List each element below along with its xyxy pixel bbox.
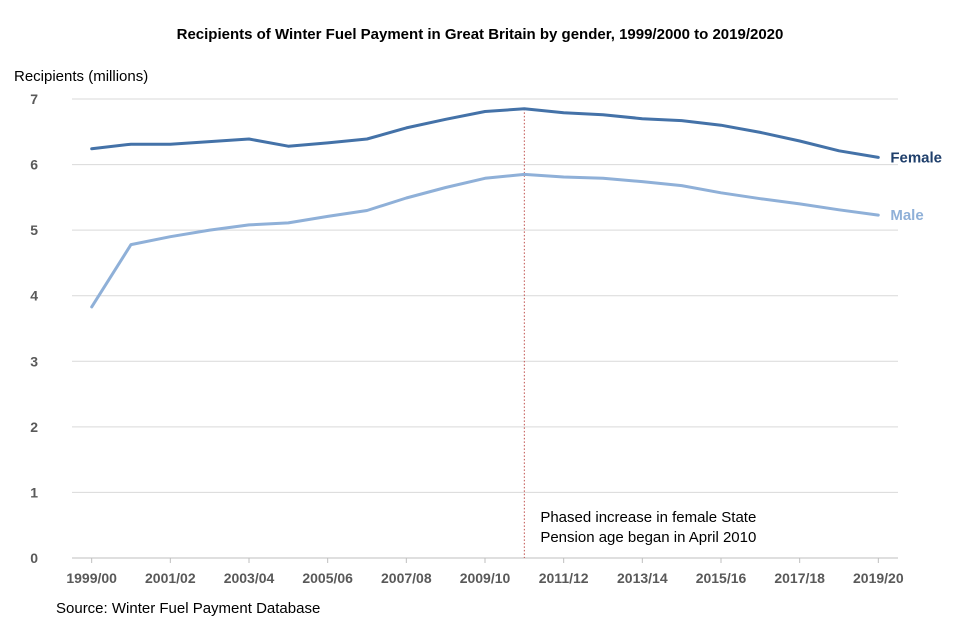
x-tick-label: 2019/20 — [853, 570, 904, 586]
series-label-male: Male — [890, 207, 923, 224]
x-tick-label: 2009/10 — [460, 570, 511, 586]
x-tick-label: 2001/02 — [145, 570, 196, 586]
pension-age-annotation: Phased increase in female State Pension a… — [523, 108, 756, 558]
x-axis-ticks: 1999/00 2001/02 2003/04 2005/06 2007/08 2009/… — [66, 558, 904, 586]
series-line-male — [90, 172, 880, 309]
chart-title: Recipients of Winter Fuel Payment in Gre… — [176, 26, 784, 43]
x-tick-label: 2015/16 — [696, 570, 747, 586]
data-series — [90, 107, 880, 309]
series-labels: Female Male — [890, 149, 942, 224]
source-note: Source: Winter Fuel Payment Database — [56, 600, 321, 617]
annotation-text: Pension age began in April 2010 — [540, 529, 756, 546]
y-tick-label: 4 — [30, 288, 38, 304]
y-tick-label: 3 — [30, 353, 38, 369]
y-axis-label: Recipients (millions) — [14, 68, 149, 85]
x-tick-label: 2007/08 — [381, 570, 432, 586]
x-tick-label: 2017/18 — [774, 570, 825, 586]
x-tick-label: 2013/14 — [617, 570, 668, 586]
x-tick-label: 2011/12 — [539, 570, 589, 586]
gridlines — [72, 98, 898, 559]
y-tick-label: 0 — [30, 550, 38, 566]
y-tick-label: 5 — [30, 222, 38, 238]
y-tick-label: 7 — [30, 91, 38, 107]
series-line-female — [90, 107, 880, 159]
y-tick-label: 6 — [30, 157, 38, 173]
y-tick-label: 1 — [30, 484, 38, 500]
y-axis-ticks: 0 1 2 3 4 5 6 7 — [30, 91, 38, 566]
annotation-text: Phased increase in female State — [540, 509, 756, 526]
series-label-female: Female — [890, 149, 942, 166]
x-tick-label: 1999/00 — [66, 570, 117, 586]
y-tick-label: 2 — [30, 419, 38, 435]
x-tick-label: 2005/06 — [302, 570, 353, 586]
x-tick-label: 2003/04 — [224, 570, 275, 586]
